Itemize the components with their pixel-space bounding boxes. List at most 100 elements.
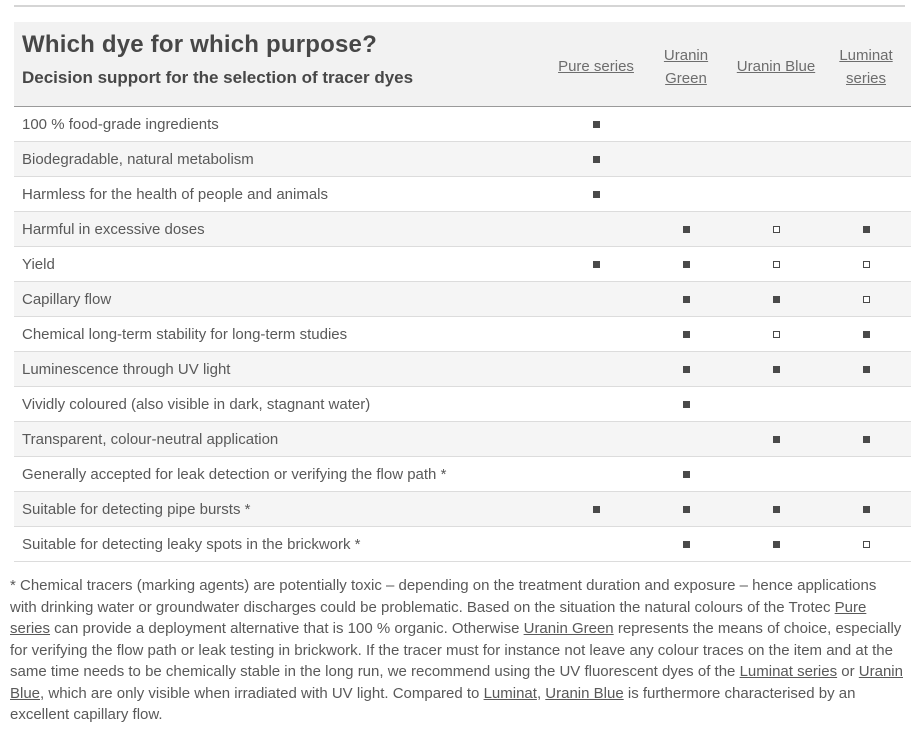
filled-square-icon (682, 365, 690, 373)
table-row: 100 % food-grade ingredients (14, 107, 911, 142)
table-row: Capillary flow (14, 282, 911, 317)
open-square-icon (862, 540, 870, 548)
filled-square-icon (772, 435, 780, 443)
open-square-icon (772, 330, 780, 338)
filled-square-marker (641, 470, 731, 478)
open-square-icon (772, 225, 780, 233)
filled-square-marker (551, 155, 641, 163)
row-label: Harmless for the health of people and an… (22, 185, 329, 203)
filled-square-marker (821, 505, 911, 513)
uranin-blue-link[interactable]: Uranin Blue (736, 58, 816, 76)
footnote-link[interactable]: Uranin Blue (10, 663, 903, 702)
filled-square-icon (592, 190, 600, 198)
filled-square-icon (682, 330, 690, 338)
row-label: 100 % food-grade ingredients (22, 115, 219, 133)
filled-square-icon (862, 225, 870, 233)
footnote-link[interactable]: Uranin Blue (545, 684, 624, 702)
filled-square-icon (682, 505, 690, 513)
footnote: * Chemical tracers (marking agents) are … (10, 577, 903, 723)
open-square-marker (821, 540, 911, 548)
row-label: Transparent, colour-neutral application (22, 430, 279, 448)
column-header-pure-series: Pure series (551, 22, 641, 106)
table-body: 100 % food-grade ingredients Biodegradabl… (14, 107, 911, 562)
table-row: Generally accepted for leak detection or… (14, 457, 911, 492)
filled-square-icon (772, 505, 780, 513)
filled-square-marker (551, 190, 641, 198)
filled-square-marker (641, 330, 731, 338)
filled-square-icon (682, 540, 690, 548)
filled-square-icon (682, 400, 690, 408)
table-row: Suitable for detecting leaky spots in th… (14, 527, 911, 562)
filled-square-marker (731, 540, 821, 548)
column-header-uranin-green: Uranin Green (641, 22, 731, 106)
pure-series-link[interactable]: Pure series (558, 58, 634, 76)
filled-square-marker (641, 400, 731, 408)
row-label: Suitable for detecting pipe bursts * (22, 500, 251, 518)
footnote-link[interactable]: Luminat (483, 684, 537, 702)
open-square-icon (862, 295, 870, 303)
page-subtitle: Decision support for the selection of tr… (22, 68, 414, 87)
filled-square-marker (641, 505, 731, 513)
row-label: Generally accepted for leak detection or… (22, 465, 447, 483)
filled-square-icon (682, 295, 690, 303)
filled-square-icon (592, 505, 600, 513)
filled-square-marker (821, 435, 911, 443)
luminat-series-link[interactable]: Luminat series (839, 46, 893, 87)
row-label: Biodegradable, natural metabolism (22, 150, 254, 168)
open-square-icon (772, 260, 780, 268)
filled-square-marker (731, 365, 821, 373)
filled-square-icon (772, 540, 780, 548)
table-row: Luminescence through UV light (14, 352, 911, 387)
table-row: Yield (14, 247, 911, 282)
filled-square-marker (551, 260, 641, 268)
table-row: Transparent, colour-neutral application (14, 422, 911, 457)
row-label: Chemical long-term stability for long-te… (22, 325, 348, 343)
footnote-link[interactable]: Luminat series (739, 663, 838, 680)
filled-square-icon (592, 260, 600, 268)
column-header-uranin-blue: Uranin Blue (731, 22, 821, 106)
filled-square-marker (551, 120, 641, 128)
filled-square-marker (731, 295, 821, 303)
filled-square-marker (821, 330, 911, 338)
filled-square-marker (641, 260, 731, 268)
table-row: Harmful in excessive doses (14, 212, 911, 247)
row-label: Capillary flow (22, 290, 112, 308)
filled-square-marker (641, 225, 731, 233)
table-row: Suitable for detecting pipe bursts * (14, 492, 911, 527)
open-square-marker (731, 225, 821, 233)
filled-square-icon (682, 225, 690, 233)
table-row: Biodegradable, natural metabolism (14, 142, 911, 177)
filled-square-icon (682, 470, 690, 478)
filled-square-icon (862, 330, 870, 338)
table-header: Which dye for which purpose? Decision su… (14, 22, 911, 107)
filled-square-marker (551, 505, 641, 513)
open-square-marker (821, 260, 911, 268)
filled-square-icon (682, 260, 690, 268)
footnote-link[interactable]: Uranin Green (523, 620, 614, 637)
page-title: Which dye for which purpose? (22, 31, 377, 58)
filled-square-marker (821, 365, 911, 373)
filled-square-icon (862, 435, 870, 443)
table-row: Chemical long-term stability for long-te… (14, 317, 911, 352)
filled-square-icon (772, 295, 780, 303)
top-divider (14, 5, 905, 7)
open-square-marker (821, 295, 911, 303)
open-square-marker (731, 330, 821, 338)
open-square-icon (862, 260, 870, 268)
filled-square-marker (731, 505, 821, 513)
table-row: Vividly coloured (also visible in dark, … (14, 387, 911, 422)
uranin-green-link[interactable]: Uranin Green (663, 46, 709, 87)
filled-square-icon (592, 155, 600, 163)
column-header-luminat-series: Luminat series (821, 22, 911, 106)
table-row: Harmless for the health of people and an… (14, 177, 911, 212)
row-label: Vividly coloured (also visible in dark, … (22, 395, 371, 413)
filled-square-icon (862, 365, 870, 373)
row-label: Yield (22, 255, 55, 273)
footnote-link[interactable]: Pure series (10, 598, 867, 638)
filled-square-icon (592, 120, 600, 128)
filled-square-marker (821, 225, 911, 233)
filled-square-marker (731, 435, 821, 443)
row-label: Suitable for detecting leaky spots in th… (22, 535, 361, 553)
filled-square-marker (641, 540, 731, 548)
